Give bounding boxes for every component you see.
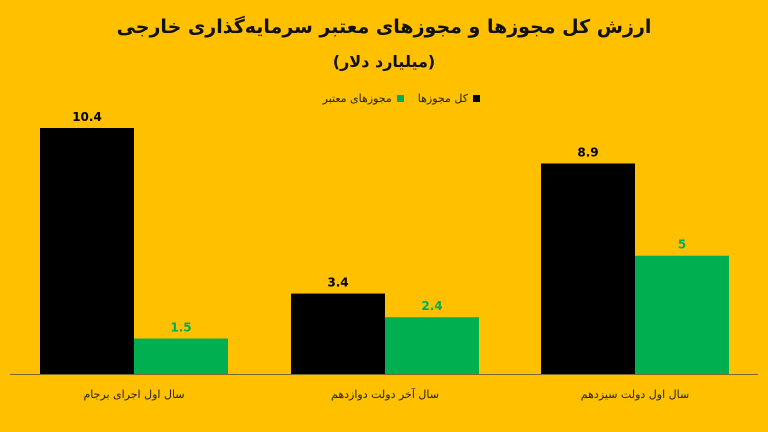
- category-label-0: سال اول اجرای برجام: [83, 388, 184, 401]
- data-label-valid-0: 1.5: [170, 321, 191, 335]
- data-label-valid-1: 2.4: [421, 299, 442, 313]
- bar-valid-2: [635, 255, 729, 374]
- data-label-total-2: 8.9: [577, 145, 598, 159]
- legend-label-total: کل مجوزها: [417, 92, 468, 105]
- bar-total-0: [40, 128, 134, 374]
- data-label-total-0: 10.4: [72, 110, 102, 124]
- data-label-valid-2: 5: [678, 238, 686, 252]
- chart-subtitle: (میلیارد دلار): [332, 52, 436, 71]
- chart-title: ارزش کل مجوزها و مجوزهای معتبر سرمایه‌گذ…: [116, 16, 652, 38]
- bar-valid-0: [134, 338, 228, 374]
- bar-valid-1: [385, 317, 479, 374]
- bar-total-2: [541, 163, 635, 374]
- category-label-2: سال اول دولت سیزدهم: [581, 388, 689, 401]
- legend-item-valid: مجوزهای معتبر: [323, 92, 404, 105]
- data-label-total-1: 3.4: [327, 276, 348, 290]
- bar-total-1: [291, 293, 385, 374]
- legend-swatch-total: [473, 95, 480, 102]
- legend-swatch-valid: [396, 95, 404, 102]
- legend: کل مجوزها مجوزهای معتبر: [280, 92, 480, 105]
- category-label-1: سال آخر دولت دوازدهم: [331, 387, 439, 401]
- legend-label-valid: مجوزهای معتبر: [322, 92, 392, 105]
- legend-item-total: کل مجوزها: [418, 92, 480, 105]
